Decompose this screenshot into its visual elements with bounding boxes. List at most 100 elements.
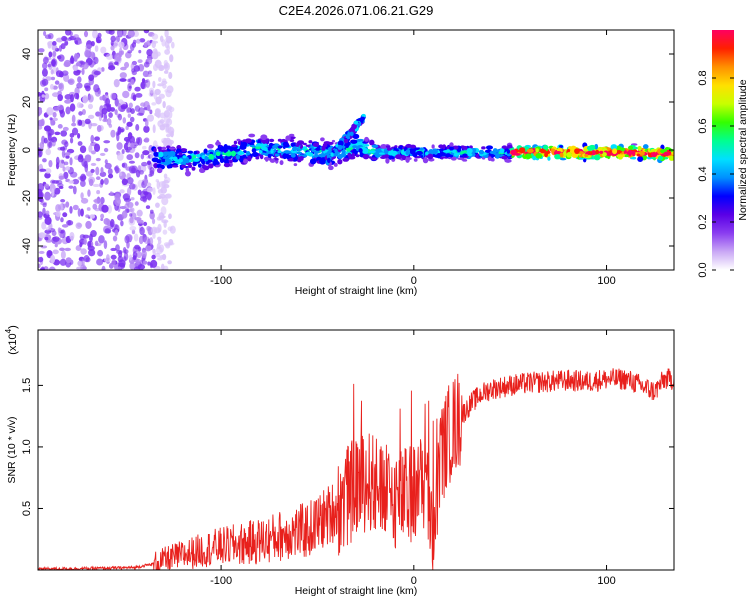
snr-y-tick-label: 1.5 bbox=[21, 378, 33, 393]
heatmap-cell bbox=[248, 133, 256, 138]
heatmap-cell bbox=[145, 182, 152, 187]
spectrogram-panel: -100 0 100 -40 -20 0 20 40 Height of straight … bbox=[6, 29, 675, 297]
heatmap-cell bbox=[288, 133, 295, 137]
heatmap-cell bbox=[130, 79, 135, 85]
heatmap-cell bbox=[44, 191, 51, 201]
heatmap-cell bbox=[197, 163, 202, 168]
heatmap-cell bbox=[58, 175, 65, 180]
heatmap-cell bbox=[226, 145, 232, 150]
spectrogram-x-tick-label: 100 bbox=[597, 275, 615, 287]
heatmap-cell bbox=[117, 103, 122, 111]
heatmap-cell bbox=[100, 196, 105, 204]
heatmap-cell bbox=[116, 152, 124, 161]
heatmap-cell bbox=[269, 158, 276, 163]
heatmap-cell bbox=[161, 196, 169, 206]
heatmap-cell bbox=[117, 266, 122, 270]
heatmap-cell bbox=[193, 157, 200, 162]
heatmap-cell bbox=[161, 146, 167, 151]
heatmap-cell bbox=[148, 173, 153, 178]
heatmap-cell bbox=[39, 141, 45, 150]
heatmap-cell bbox=[52, 117, 58, 122]
heatmap-cell bbox=[98, 235, 105, 244]
heatmap-cell bbox=[38, 192, 44, 199]
heatmap-cell bbox=[88, 74, 95, 81]
heatmap-cell bbox=[157, 160, 161, 164]
heatmap-cell bbox=[167, 139, 174, 145]
heatmap-cell bbox=[386, 147, 392, 151]
heatmap-cell bbox=[412, 152, 418, 158]
heatmap-cell bbox=[554, 151, 562, 154]
heatmap-cell bbox=[178, 152, 183, 156]
heatmap-cell bbox=[80, 192, 84, 200]
heatmap-cell bbox=[368, 156, 373, 159]
heatmap-cell bbox=[152, 124, 156, 134]
heatmap-cell bbox=[395, 154, 403, 160]
heatmap-cell bbox=[337, 145, 343, 150]
heatmap-cell bbox=[52, 249, 59, 255]
heatmap-cell bbox=[142, 145, 147, 150]
heatmap-cell bbox=[347, 131, 351, 137]
heatmap-cell bbox=[260, 134, 268, 141]
heatmap-cell bbox=[136, 209, 143, 217]
heatmap-cell bbox=[315, 147, 321, 151]
heatmap-cell bbox=[123, 197, 132, 203]
heatmap-cell bbox=[41, 62, 48, 70]
heatmap-cell bbox=[60, 250, 66, 260]
heatmap-cell bbox=[77, 119, 83, 126]
colorbar-tick-label: 0.4 bbox=[697, 166, 709, 181]
heatmap-cell bbox=[362, 153, 370, 160]
heatmap-cell bbox=[77, 141, 83, 146]
heatmap-cell bbox=[95, 166, 100, 176]
heatmap-cell bbox=[153, 147, 157, 153]
heatmap-cell bbox=[69, 157, 73, 166]
heatmap-cell bbox=[126, 107, 131, 114]
heatmap-cell bbox=[139, 169, 144, 175]
heatmap-cell bbox=[312, 142, 320, 147]
heatmap-cell bbox=[74, 40, 79, 45]
heatmap-cell bbox=[58, 83, 63, 90]
heatmap-cell bbox=[140, 153, 145, 160]
heatmap-cell bbox=[550, 148, 556, 153]
heatmap-cell bbox=[164, 70, 169, 74]
heatmap-cell bbox=[76, 40, 83, 45]
heatmap-cell bbox=[385, 145, 391, 149]
heatmap-cell bbox=[506, 144, 513, 150]
heatmap-cell bbox=[185, 167, 190, 174]
heatmap-cell bbox=[243, 158, 249, 164]
heatmap-cell bbox=[337, 153, 343, 160]
heatmap-cell bbox=[380, 143, 388, 150]
spectrogram-y-tick-label: 20 bbox=[21, 96, 33, 108]
heatmap-cell bbox=[347, 152, 352, 158]
heatmap-cell bbox=[48, 266, 56, 270]
heatmap-cell bbox=[146, 104, 151, 112]
heatmap-cell bbox=[134, 152, 140, 159]
heatmap-cell bbox=[99, 96, 104, 101]
heatmap-cell bbox=[143, 179, 148, 186]
heatmap-cell bbox=[457, 157, 465, 161]
heatmap-cell bbox=[224, 155, 232, 160]
heatmap-cell bbox=[50, 254, 56, 264]
heatmap-cell bbox=[82, 95, 89, 104]
heatmap-cell bbox=[80, 208, 84, 217]
heatmap-cell bbox=[65, 106, 71, 115]
heatmap-cell bbox=[44, 183, 50, 189]
heatmap-cell bbox=[353, 120, 359, 125]
heatmap-cell bbox=[69, 206, 73, 214]
heatmap-cell bbox=[158, 151, 164, 158]
heatmap-cell bbox=[216, 139, 220, 146]
heatmap-cell bbox=[163, 64, 169, 69]
heatmap-cell bbox=[487, 156, 492, 161]
snr-y-axis-label: SNR (10 * v/v) bbox=[6, 416, 18, 483]
heatmap-cell bbox=[44, 34, 52, 40]
heatmap-cell bbox=[462, 150, 468, 154]
heatmap-cell bbox=[169, 54, 174, 63]
heatmap-cell bbox=[103, 140, 111, 144]
heatmap-cell bbox=[93, 143, 101, 152]
heatmap-cell bbox=[85, 44, 93, 49]
heatmap-cell bbox=[147, 114, 155, 122]
heatmap-cell bbox=[342, 157, 350, 162]
heatmap-cell bbox=[305, 144, 311, 148]
heatmap-cell bbox=[462, 145, 468, 151]
heatmap-cell bbox=[62, 145, 68, 151]
